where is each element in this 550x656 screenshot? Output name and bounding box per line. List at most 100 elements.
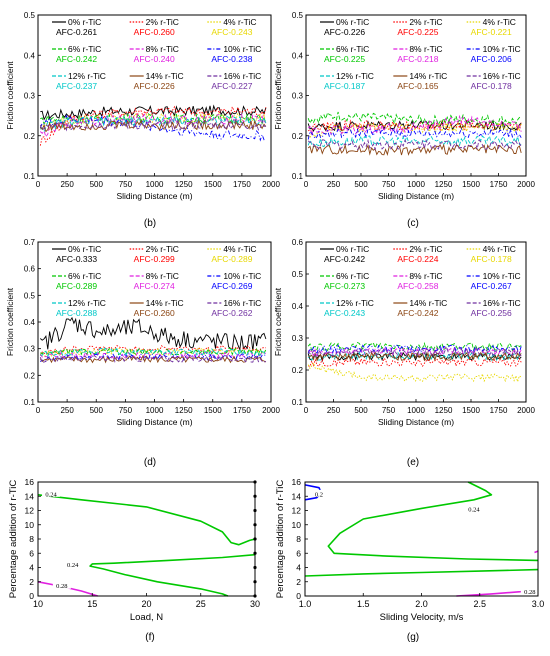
x-tick-label: 1750 xyxy=(233,180,251,189)
contour-line xyxy=(37,494,256,546)
y-tick-label: 0.2 xyxy=(24,132,36,141)
legend-afc: AFC-0.333 xyxy=(56,254,97,264)
legend-afc: AFC-0.261 xyxy=(56,27,97,37)
legend-label: 8% r-TiC xyxy=(409,271,442,281)
edge-marker xyxy=(253,580,257,584)
y-tick-label: 0 xyxy=(29,591,34,601)
y-tick-label: 0.6 xyxy=(292,238,304,247)
x-tick-label: 1000 xyxy=(407,180,425,189)
x-tick-label: 1500 xyxy=(462,180,480,189)
series-line xyxy=(307,119,522,133)
x-tick-label: 2000 xyxy=(517,180,535,189)
legend-afc: AFC-0.218 xyxy=(397,54,438,64)
panel-caption: (f) xyxy=(145,632,154,643)
y-tick-label: 0.4 xyxy=(292,51,304,60)
y-tick-label: 12 xyxy=(25,506,35,516)
y-axis-label: Friction coefficient xyxy=(5,287,15,356)
y-tick-label: 12 xyxy=(292,506,302,516)
y-tick-label: 0.4 xyxy=(24,51,36,60)
chart-f: 0.24 0.24 0.28 10 15 20 25 30 0 2 4 6 8 10 12 14 16 Load,… xyxy=(8,477,260,643)
legend-afc: AFC-0.242 xyxy=(397,308,438,318)
legend-label: 12% r-TiC xyxy=(336,71,374,81)
legend-label: 10% r-TiC xyxy=(223,44,261,54)
legend-label: 0% r-TiC xyxy=(68,244,101,254)
contour-line xyxy=(89,553,256,597)
y-tick-label: 10 xyxy=(25,520,35,530)
contour-label-bg xyxy=(63,560,82,568)
legend-afc: AFC-0.227 xyxy=(211,81,252,91)
series-line xyxy=(307,351,522,363)
y-tick-label: 8 xyxy=(29,534,34,544)
legend-afc: AFC-0.187 xyxy=(324,81,365,91)
x-tick-label: 1250 xyxy=(435,406,453,415)
x-axis-label: Load, N xyxy=(130,612,163,623)
x-tick-label: 25 xyxy=(196,599,206,609)
legend-label: 4% r-TiC xyxy=(223,244,256,254)
x-tick-label: 0 xyxy=(304,406,309,415)
legend-afc: AFC-0.165 xyxy=(397,81,438,91)
y-tick-label: 0.2 xyxy=(292,132,304,141)
legend-afc: AFC-0.242 xyxy=(324,254,365,264)
x-tick-label: 2.0 xyxy=(415,599,428,609)
y-tick-label: 0.3 xyxy=(292,92,304,101)
y-tick-label: 0.4 xyxy=(292,302,304,311)
legend-label: 8% r-TiC xyxy=(146,44,179,54)
edge-marker xyxy=(253,508,257,513)
x-tick-label: 0 xyxy=(304,180,309,189)
chart-e: 0 250 500 750 1000 1250 1500 1750 2000 0.1 0.2 0.3 0… xyxy=(273,238,535,468)
plot-frame xyxy=(304,481,539,597)
x-tick-label: 1500 xyxy=(204,180,222,189)
contour-label-bg xyxy=(464,504,483,512)
series-line xyxy=(40,347,267,358)
y-tick-label: 6 xyxy=(29,548,34,558)
series-line xyxy=(307,346,522,359)
edge-marker xyxy=(253,480,257,484)
x-tick-label: 1750 xyxy=(233,406,251,415)
y-tick-label: 16 xyxy=(25,477,35,487)
series-line xyxy=(39,344,266,356)
edge-marker xyxy=(253,494,257,498)
legend-afc: AFC-0.260 xyxy=(134,27,175,37)
legend-label: 6% r-TiC xyxy=(68,271,101,281)
legend-label: 16% r-TiC xyxy=(223,71,261,81)
legend-afc: AFC-0.256 xyxy=(471,308,512,318)
y-tick-label: 14 xyxy=(292,491,302,501)
x-tick-label: 0 xyxy=(36,180,41,189)
x-tick-label: 750 xyxy=(119,180,133,189)
y-tick-label: 0.2 xyxy=(292,366,304,375)
y-tick-label: 4 xyxy=(29,563,34,573)
legend-label: 10% r-TiC xyxy=(223,271,261,281)
y-axis-label: Friction coefficient xyxy=(273,287,283,356)
x-axis-label: Sliding Distance (m) xyxy=(116,417,192,427)
series-line xyxy=(308,346,522,357)
contour-label: 0.28 xyxy=(56,583,67,590)
legend-label: 12% r-TiC xyxy=(68,298,106,308)
y-tick-label: 4 xyxy=(296,563,301,573)
legend-afc: AFC-0.226 xyxy=(134,81,175,91)
series-line xyxy=(307,341,522,352)
x-tick-label: 1000 xyxy=(146,406,164,415)
series-line xyxy=(308,351,522,362)
y-tick-label: 0.1 xyxy=(24,398,36,407)
contour-label: 0.2 xyxy=(315,491,323,498)
panel-caption: (g) xyxy=(407,632,419,643)
y-tick-label: 0.5 xyxy=(292,11,304,20)
y-tick-label: 0.5 xyxy=(24,11,36,20)
y-tick-label: 2 xyxy=(296,577,301,587)
legend-afc: AFC-0.267 xyxy=(471,281,512,291)
series-line xyxy=(307,138,522,151)
contour-label-bg xyxy=(520,587,539,595)
series-line xyxy=(39,316,267,352)
contour-line xyxy=(534,550,539,554)
x-axis-label: Sliding Velocity, m/s xyxy=(380,612,464,623)
y-tick-label: 8 xyxy=(296,534,301,544)
y-axis-label: Percentage addition of r-TiC xyxy=(275,480,286,599)
series-line xyxy=(39,351,267,360)
x-tick-label: 1.0 xyxy=(299,599,312,609)
x-axis-label: Sliding Distance (m) xyxy=(378,417,454,427)
x-tick-label: 1500 xyxy=(462,406,480,415)
legend-afc: AFC-0.206 xyxy=(471,54,512,64)
x-tick-label: 2.5 xyxy=(473,599,486,609)
legend-label: 12% r-TiC xyxy=(68,71,106,81)
